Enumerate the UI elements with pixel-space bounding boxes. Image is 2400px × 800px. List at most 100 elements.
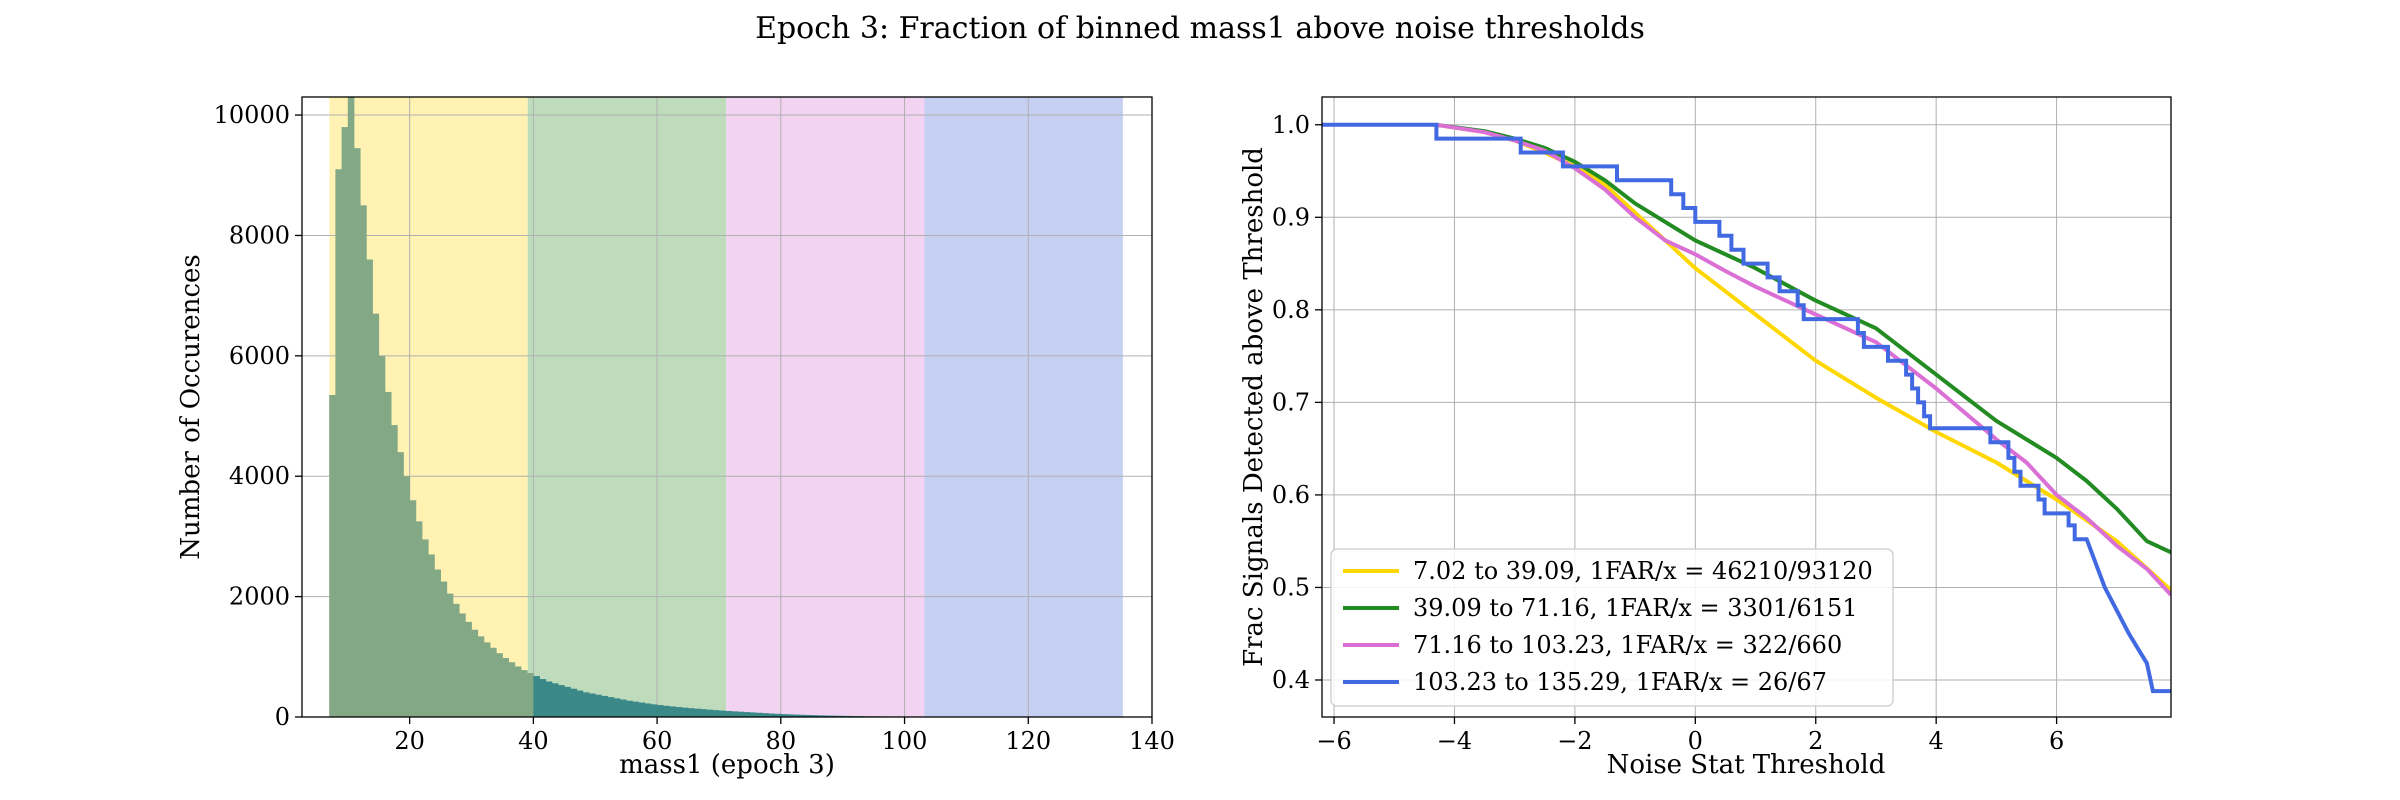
histogram-bar bbox=[483, 642, 491, 717]
histogram-bar bbox=[830, 715, 837, 717]
histogram-bar bbox=[619, 699, 627, 717]
histogram-bar bbox=[700, 709, 707, 717]
histogram-bar bbox=[663, 705, 670, 717]
legend-label-2: 39.09 to 71.16, 1FAR/x = 3301/6151 bbox=[1413, 594, 1858, 622]
histogram-bar bbox=[545, 681, 553, 717]
line-chart-series bbox=[1322, 122, 2171, 694]
histogram-bar bbox=[539, 679, 547, 717]
histogram-bar bbox=[378, 355, 386, 717]
histogram-bar bbox=[490, 647, 497, 717]
histogram-bar bbox=[762, 713, 769, 717]
histogram-bar bbox=[477, 636, 485, 717]
histogram-bar bbox=[471, 629, 479, 717]
histogram-bar bbox=[688, 708, 695, 717]
histogram-frame bbox=[301, 96, 1153, 718]
histogram-bar bbox=[694, 708, 701, 717]
line-chart-y-axis-label: Frac Signals Detected above Threshold bbox=[1239, 147, 1269, 667]
histogram-y-tick-label: 0 bbox=[275, 703, 290, 731]
histogram-bar bbox=[551, 683, 559, 717]
line-y-tick-label: 0.7 bbox=[1272, 388, 1310, 416]
histogram-bar bbox=[595, 694, 602, 717]
histogram-bar bbox=[675, 707, 683, 717]
histogram-bar bbox=[799, 714, 806, 717]
line-x-tick-label: 6 bbox=[2049, 727, 2064, 755]
histogram-bar bbox=[360, 205, 367, 717]
histogram-bar bbox=[706, 709, 714, 717]
histogram-bar bbox=[793, 714, 800, 717]
histogram-bar bbox=[681, 707, 689, 717]
histogram-bar bbox=[582, 692, 590, 717]
histogram-bar bbox=[508, 662, 516, 717]
histogram-bar bbox=[787, 714, 794, 717]
histogram-y-tick-label: 6000 bbox=[229, 342, 290, 370]
line-chart-y-ticks: 0.4 0.5 0.6 0.7 0.8 0.9 1.0 bbox=[1272, 111, 1322, 694]
histogram-bar bbox=[737, 711, 745, 717]
histogram-bar bbox=[347, 97, 355, 717]
line-chart-x-ticks: −6 −4 −2 0 2 4 6 bbox=[1316, 717, 2064, 755]
histogram-bar bbox=[638, 702, 646, 717]
histogram-bar bbox=[749, 712, 757, 717]
legend-label-1: 7.02 to 39.09, 1FAR/x = 46210/93120 bbox=[1413, 557, 1873, 585]
histogram-bar bbox=[384, 391, 392, 717]
histogram-bar bbox=[626, 700, 633, 717]
histogram-bars bbox=[329, 97, 1029, 718]
histogram-bar bbox=[632, 701, 639, 717]
histogram-bar bbox=[650, 704, 658, 717]
histogram-bar bbox=[589, 693, 596, 717]
histogram-bar bbox=[422, 539, 429, 717]
histogram-bar bbox=[403, 476, 411, 717]
histogram-bar bbox=[514, 666, 522, 717]
histogram-bar bbox=[731, 711, 738, 717]
histogram-bar bbox=[452, 603, 460, 717]
histogram-bar bbox=[520, 670, 528, 717]
series-line-4 bbox=[1322, 122, 2171, 694]
histogram-x-tick-label: 40 bbox=[518, 727, 549, 755]
histogram-bar bbox=[391, 425, 398, 717]
histogram-bar bbox=[657, 705, 664, 717]
histogram-bar bbox=[805, 714, 813, 717]
mass-band-3 bbox=[726, 97, 925, 717]
histogram-bar bbox=[434, 569, 441, 717]
line-x-tick-label: −6 bbox=[1316, 727, 1351, 755]
series-line-2 bbox=[1436, 122, 2171, 555]
line-y-tick-label: 1.0 bbox=[1272, 111, 1310, 139]
histogram-y-tick-label: 2000 bbox=[229, 583, 290, 611]
histogram-bar bbox=[372, 313, 380, 717]
histogram-bar bbox=[576, 690, 584, 717]
line-y-tick-label: 0.5 bbox=[1272, 573, 1310, 601]
histogram-bar bbox=[502, 658, 510, 717]
histogram-x-axis-label: mass1 (epoch 3) bbox=[619, 750, 835, 780]
histogram-bar bbox=[397, 452, 404, 717]
histogram-bar bbox=[329, 394, 336, 717]
histogram-chart: 20 40 60 80 100 120 140 0 2000 4000 6000 8000 10000… bbox=[176, 96, 1175, 780]
histogram-bar bbox=[366, 259, 373, 717]
legend-box bbox=[1330, 548, 1894, 707]
line-x-tick-label: −2 bbox=[1557, 727, 1592, 755]
histogram-y-tick-label: 8000 bbox=[229, 221, 290, 249]
histogram-bar bbox=[768, 713, 776, 717]
histogram-bar bbox=[527, 673, 534, 717]
histogram-bar bbox=[570, 688, 578, 717]
histogram-x-tick-label: 100 bbox=[882, 727, 928, 755]
line-y-tick-label: 0.8 bbox=[1272, 296, 1310, 324]
histogram-bar bbox=[335, 169, 342, 717]
histogram-bar bbox=[459, 613, 466, 717]
histogram-bar bbox=[811, 715, 819, 717]
histogram-bar bbox=[824, 715, 831, 717]
histogram-bar bbox=[669, 706, 677, 717]
line-x-tick-label: 0 bbox=[1688, 727, 1703, 755]
histogram-bar bbox=[440, 581, 448, 717]
legend-label-3: 71.16 to 103.23, 1FAR/x = 322/660 bbox=[1413, 631, 1842, 659]
histogram-x-tick-label: 20 bbox=[394, 727, 425, 755]
histogram-bar bbox=[725, 710, 732, 717]
histogram-bar bbox=[756, 712, 763, 717]
mass-bin-bands bbox=[329, 97, 1123, 717]
histogram-bar bbox=[558, 685, 565, 717]
detection-fraction-chart: −6 −4 −2 0 2 4 6 0.4 0.5 0.6 0.7 0.8 0.9 1.0 Noise S… bbox=[1239, 96, 2172, 780]
histogram-y-tick-label: 4000 bbox=[229, 462, 290, 490]
series-line-3 bbox=[1436, 122, 2171, 597]
histogram-y-axis-label: Number of Occurences bbox=[176, 254, 206, 559]
histogram-bar bbox=[743, 712, 751, 717]
histogram-bar bbox=[564, 686, 571, 717]
